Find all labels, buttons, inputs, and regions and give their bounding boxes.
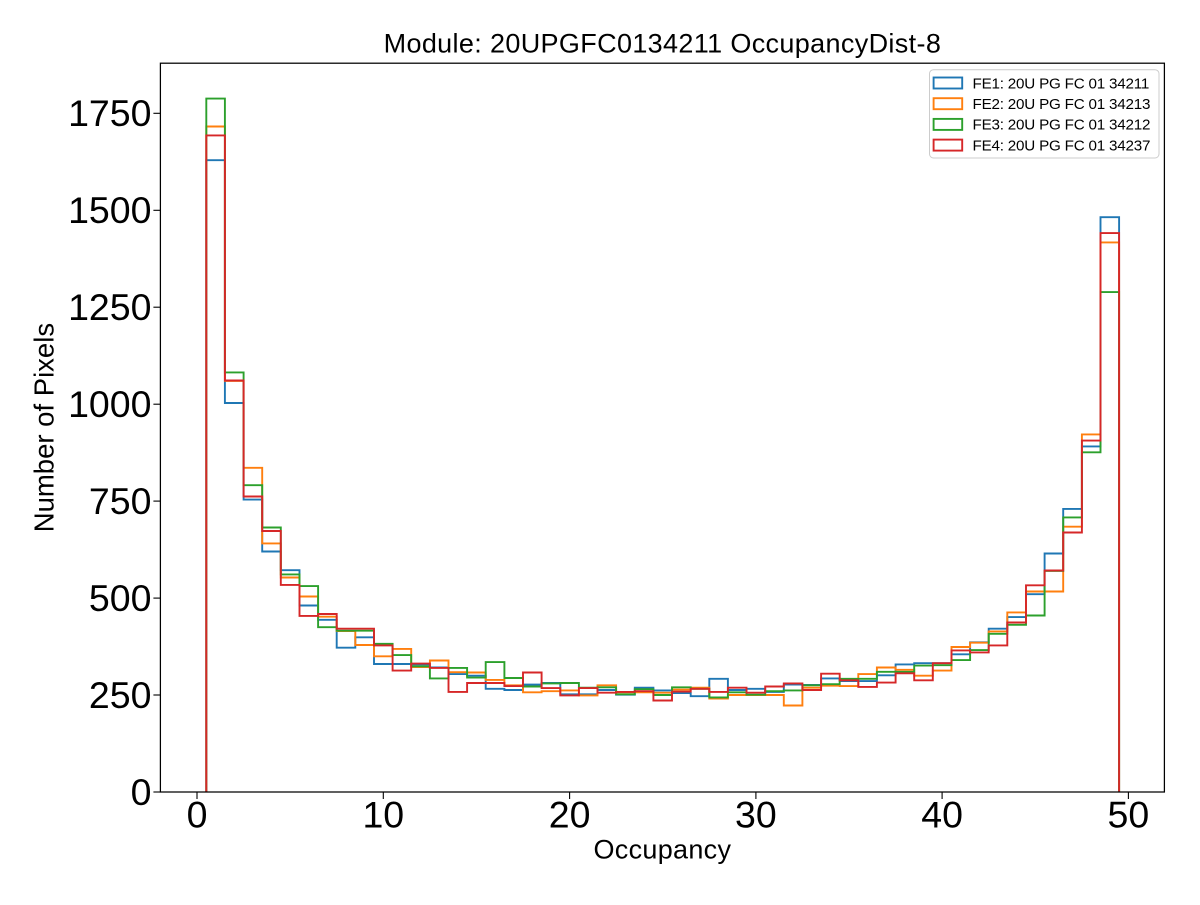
svg-text:750: 750 [89,480,152,522]
svg-text:FE3: 20U PG FC 01 34212: FE3: 20U PG FC 01 34212 [973,117,1151,134]
svg-text:30: 30 [735,794,777,836]
svg-text:1250: 1250 [68,286,151,328]
svg-text:10: 10 [362,794,404,836]
svg-text:Number of Pixels: Number of Pixels [28,323,59,532]
svg-text:1000: 1000 [68,383,151,425]
svg-text:500: 500 [89,577,152,619]
svg-text:40: 40 [921,794,963,836]
svg-text:50: 50 [1108,794,1150,836]
svg-text:0: 0 [187,794,208,836]
svg-text:20: 20 [549,794,591,836]
svg-text:FE2: 20U PG FC 01 34213: FE2: 20U PG FC 01 34213 [973,96,1151,113]
svg-text:1750: 1750 [68,92,151,134]
svg-text:250: 250 [89,674,152,716]
svg-text:0: 0 [131,771,152,813]
svg-text:FE1: 20U PG FC 01 34211: FE1: 20U PG FC 01 34211 [973,75,1150,92]
svg-text:FE4: 20U PG FC 01 34237: FE4: 20U PG FC 01 34237 [973,137,1151,154]
svg-text:1500: 1500 [68,189,151,231]
svg-text:Module: 20UPGFC0134211 Occupan: Module: 20UPGFC0134211 OccupancyDist-8 [384,29,942,59]
svg-text:Occupancy: Occupancy [594,835,732,865]
